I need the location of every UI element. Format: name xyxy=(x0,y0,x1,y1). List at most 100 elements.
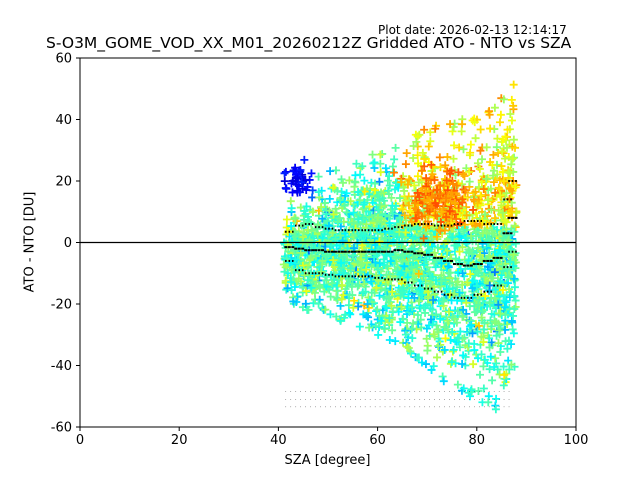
stat-mark-upper xyxy=(433,224,436,227)
bin-annotation-glyph: · xyxy=(335,389,337,395)
stat-mark-upper xyxy=(361,229,364,232)
scatter-point xyxy=(282,184,291,193)
stat-mark-median xyxy=(314,249,318,252)
stat-mark-median xyxy=(433,256,437,259)
scatter-point xyxy=(376,150,385,159)
scatter-point xyxy=(391,254,400,263)
scatter-point xyxy=(455,143,464,152)
scatter-point xyxy=(474,300,483,309)
scatter-point xyxy=(397,302,406,311)
stat-mark-upper xyxy=(423,223,426,226)
stat-mark-median xyxy=(327,250,331,253)
scatter-point xyxy=(287,278,296,287)
scatter-point xyxy=(297,178,306,187)
scatter-point xyxy=(492,394,501,403)
y-tick-label: -20 xyxy=(51,298,72,313)
scatter-point xyxy=(453,307,462,316)
stat-mark-upper xyxy=(490,223,492,226)
bin-annotation-glyph: · xyxy=(310,405,312,411)
scatter-point xyxy=(375,237,384,246)
stat-mark-upper xyxy=(414,223,416,226)
bin-annotation-glyph: · xyxy=(488,389,490,395)
scatter-point xyxy=(368,150,377,159)
bin-annotation-glyph: · xyxy=(444,397,446,403)
scatter-point xyxy=(405,175,414,184)
bin-annotation-glyph: · xyxy=(389,389,391,395)
scatter-point xyxy=(300,155,309,164)
stat-mark-lower xyxy=(344,275,347,278)
scatter-point xyxy=(358,213,367,222)
scatter-point xyxy=(372,283,381,292)
scatter-point xyxy=(468,237,477,246)
scatter-point xyxy=(301,299,310,308)
bin-annotation-glyph: · xyxy=(350,397,352,403)
scatter-point xyxy=(475,164,484,173)
scatter-point xyxy=(307,283,316,292)
scatter-point xyxy=(349,208,358,217)
bin-annotation-glyph: · xyxy=(429,405,431,411)
bin-annotation-glyph: · xyxy=(354,397,356,403)
scatter-point xyxy=(328,228,337,237)
bin-annotation-glyph: · xyxy=(369,397,371,403)
scatter-point xyxy=(475,370,484,379)
scatter-point xyxy=(465,167,474,176)
scatter-point xyxy=(492,331,501,340)
scatter-point xyxy=(445,207,454,216)
stat-mark-lower xyxy=(331,273,334,276)
bin-annotation-glyph: · xyxy=(483,389,485,395)
stat-mark-median xyxy=(420,252,424,255)
scatter-point xyxy=(318,214,327,223)
stat-mark-lower xyxy=(334,275,337,278)
x-tick-label: 80 xyxy=(469,433,486,448)
stat-mark-lower xyxy=(391,278,393,281)
scatter-point xyxy=(346,214,355,223)
scatter-point xyxy=(466,270,475,279)
bin-annotation-glyph: · xyxy=(434,389,436,395)
x-tick-label: 100 xyxy=(564,433,589,448)
stat-mark-lower xyxy=(401,278,403,281)
stat-mark-lower xyxy=(298,269,301,272)
scatter-point xyxy=(422,324,431,333)
scatter-point xyxy=(446,335,455,344)
scatter-point xyxy=(386,257,395,266)
stat-mark-median xyxy=(479,263,483,266)
stat-mark-upper xyxy=(496,223,499,226)
stat-mark-lower xyxy=(341,275,344,278)
scatter-point xyxy=(466,148,475,157)
y-tick-label: -40 xyxy=(51,359,72,374)
bin-annotation-glyph: · xyxy=(508,397,510,403)
scatter-point xyxy=(382,234,391,243)
scatter-point xyxy=(495,326,504,335)
scatter-point xyxy=(293,174,302,183)
scatter-point xyxy=(419,234,428,243)
bin-annotation-glyph: · xyxy=(419,397,421,403)
stat-mark-lower xyxy=(420,284,423,287)
scatter-point xyxy=(497,201,506,210)
scatter-point xyxy=(472,267,481,276)
stat-mark-median xyxy=(413,252,417,255)
scatter-point xyxy=(304,305,313,314)
scatter-point xyxy=(413,208,422,217)
scatter-point xyxy=(360,198,369,207)
bin-annotation-glyph: · xyxy=(325,405,327,411)
scatter-point xyxy=(505,365,514,374)
scatter-point xyxy=(382,251,391,260)
bin-annotation-glyph: · xyxy=(290,397,292,403)
bin-annotation-glyph: · xyxy=(290,405,292,411)
scatter-point xyxy=(300,271,309,280)
bin-annotation-glyph: · xyxy=(359,397,361,403)
stat-mark-lower xyxy=(463,296,466,299)
scatter-point xyxy=(489,171,498,180)
stat-mark-upper xyxy=(510,198,512,201)
scatter-point xyxy=(459,384,468,393)
bin-annotation-glyph: · xyxy=(444,405,446,411)
stat-mark-upper xyxy=(341,229,344,232)
scatter-point xyxy=(452,181,461,190)
bin-annotation-glyph: · xyxy=(384,405,386,411)
stat-mark-median xyxy=(452,263,456,266)
scatter-point xyxy=(382,270,391,279)
scatter-point xyxy=(491,405,500,414)
stat-mark-median xyxy=(333,250,337,253)
bin-annotation-glyph: · xyxy=(449,405,451,411)
scatter-point xyxy=(471,187,480,196)
